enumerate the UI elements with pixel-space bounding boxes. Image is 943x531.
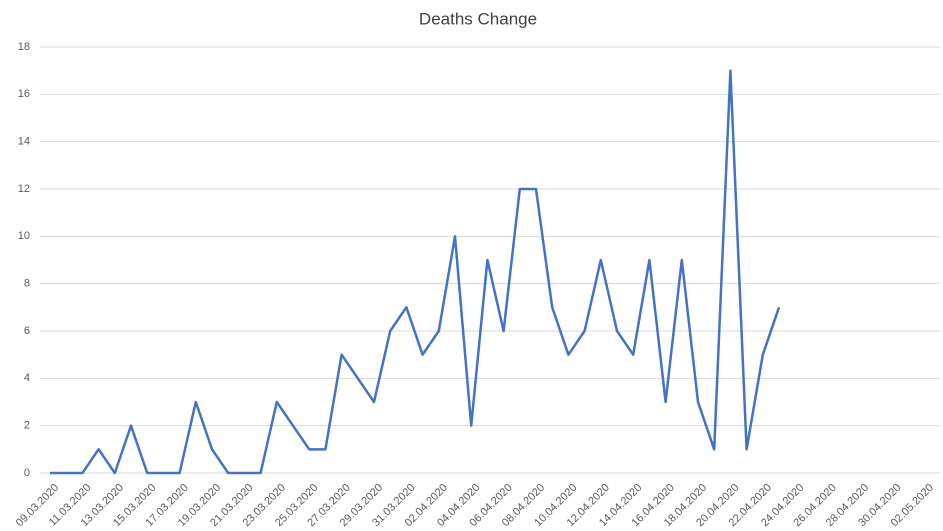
- chart-title: Deaths Change: [419, 9, 537, 28]
- y-tick-label: 10: [18, 230, 30, 242]
- y-tick-label: 4: [24, 372, 30, 384]
- y-tick-label: 2: [24, 420, 30, 432]
- y-tick-label: 8: [24, 278, 30, 290]
- data-line: [50, 69, 781, 475]
- y-tick-label: 6: [24, 325, 30, 337]
- y-tick-label: 18: [18, 41, 30, 53]
- y-tick-label: 16: [18, 88, 30, 100]
- y-tick-label: 12: [18, 183, 30, 195]
- y-tick-label: 0: [24, 467, 30, 479]
- y-tick-label: 14: [18, 136, 30, 148]
